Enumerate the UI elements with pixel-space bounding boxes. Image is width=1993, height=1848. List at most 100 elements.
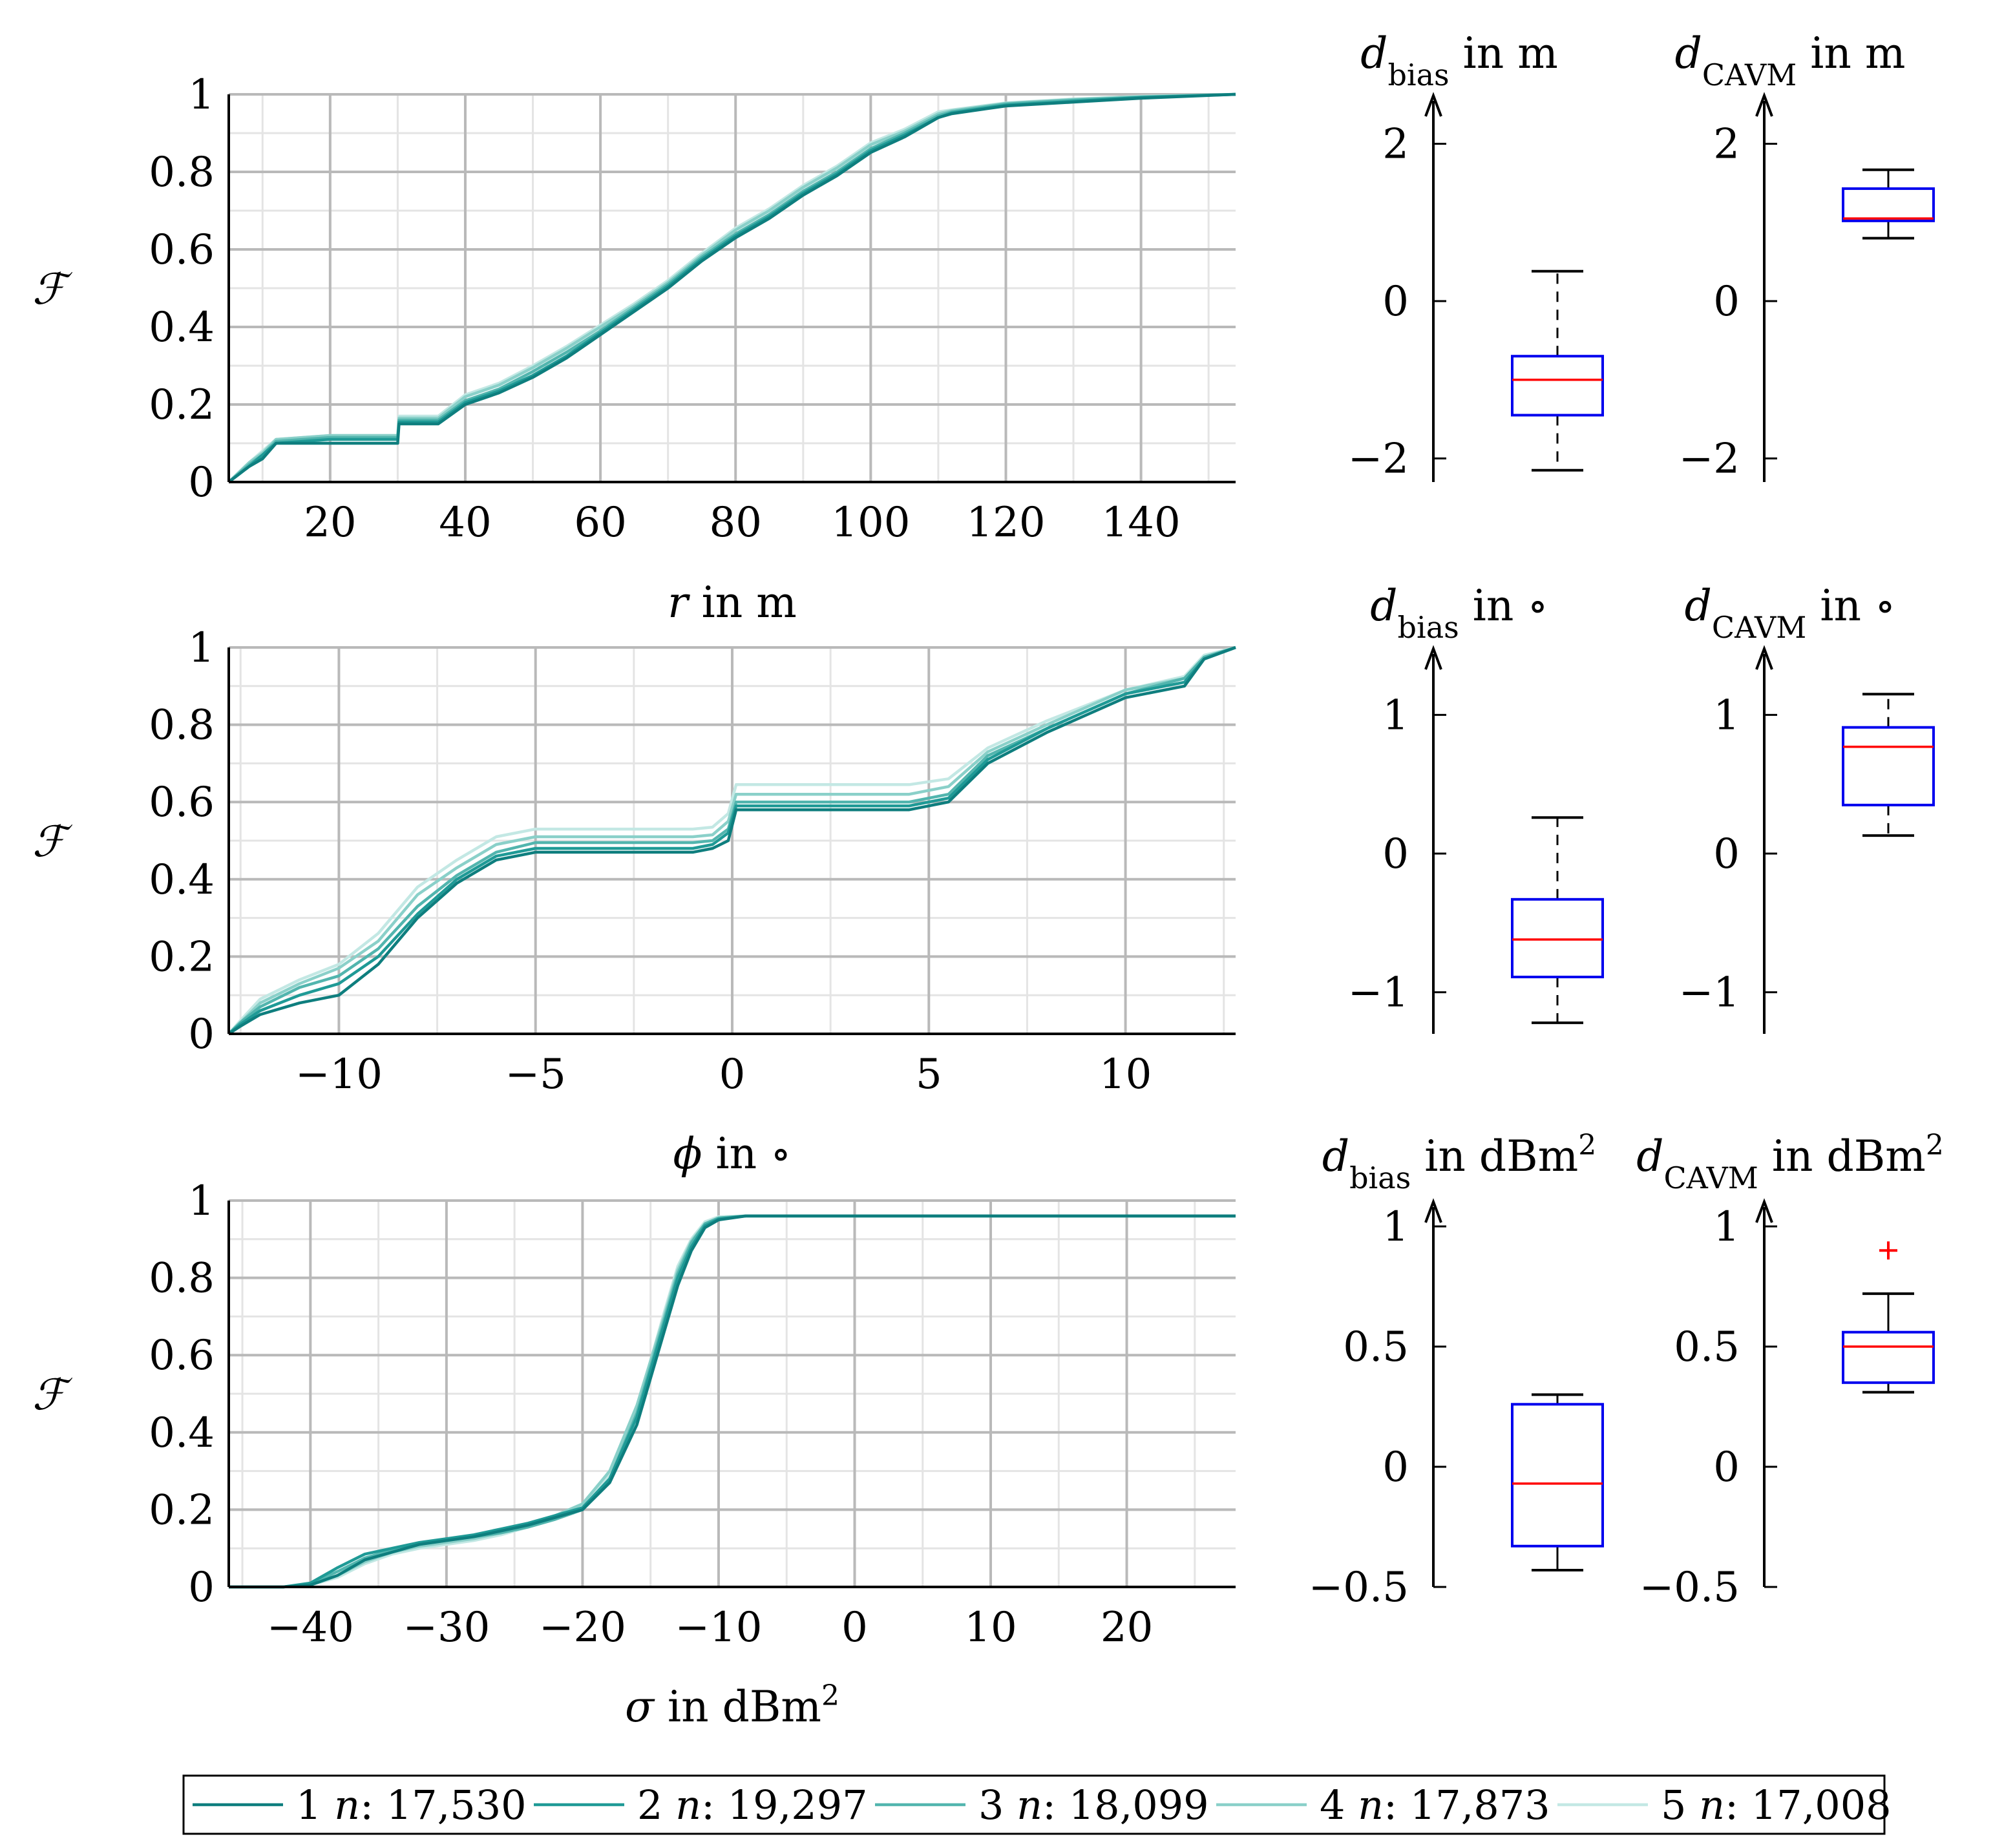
series-line-5 [227, 646, 1236, 1035]
y-tick-label: 1 [1713, 1203, 1740, 1251]
y-tick-label: −2 [1348, 435, 1409, 483]
x-axis-label: σ in dBm2 [625, 1679, 839, 1732]
boxplot-title-unit: in ∘ [1806, 581, 1895, 631]
legend: 1 n: 17,530 2 n: 19,297 3 n: 18,099 4 n: 17… [182, 1774, 1892, 1835]
boxplot-title: dbias in ∘ [1370, 581, 1548, 645]
y-axis-label: ℱ [32, 264, 73, 314]
legend-label-count: : 17,530 [360, 1781, 527, 1829]
y-tick-label: 1 [188, 71, 215, 119]
y-tick-label: 0.2 [149, 1486, 215, 1534]
iqr-box [1511, 1403, 1604, 1548]
boxplot-title-unit: in m [1450, 28, 1558, 78]
legend-label: 2 n: 19,297 [637, 1781, 868, 1829]
x-tick-label: −5 [505, 1051, 566, 1098]
x-tick-label: −20 [539, 1604, 626, 1652]
boxplot-box-sigma-cavm: −0.5 0 0.5 1 dCAVM in dBm2 [1636, 1129, 1944, 1612]
series-line-3 [229, 1214, 1236, 1589]
boxplot-title: dbias in m [1360, 28, 1558, 92]
x-tick-label: 40 [439, 499, 491, 547]
y-tick-label: 2 [1382, 121, 1409, 169]
legend-entry-2: 2 n: 19,297 [534, 1781, 868, 1829]
y-axis-arrow-icon [1755, 1198, 1773, 1223]
boxplot-title-var: d [1370, 581, 1397, 631]
y-tick-label: 0.8 [149, 149, 215, 196]
iqr-box [1842, 726, 1935, 806]
y-tick-label: 0.8 [149, 702, 215, 750]
legend-label: 4 n: 17,873 [1320, 1781, 1550, 1829]
x-tick-label: 20 [304, 499, 356, 547]
boxplot-title-sub: CAVM [1712, 610, 1806, 645]
boxplot-title: dbias in dBm2 [1322, 1129, 1596, 1196]
y-tick-label: −0.5 [1309, 1564, 1409, 1612]
y-tick-label: 0 [188, 1011, 215, 1058]
legend-label-count: : 17,873 [1384, 1781, 1550, 1829]
y-tick-label: 0.5 [1343, 1323, 1409, 1371]
boxplot-title-unit: in ∘ [1459, 581, 1548, 631]
x-axis-label-sup: 2 [821, 1679, 839, 1712]
legend-label-id: 2 [637, 1781, 675, 1829]
y-tick-label: 0.4 [149, 856, 215, 904]
iqr-box [1511, 898, 1604, 979]
x-tick-label: −40 [267, 1604, 354, 1652]
y-tick-label: 0 [1382, 1444, 1409, 1491]
x-axis-label: ϕ in ∘ [673, 1129, 792, 1179]
y-tick-label: 0 [188, 459, 215, 507]
x-tick-label: 10 [964, 1604, 1017, 1652]
y-tick-label: 0.6 [149, 226, 215, 274]
legend-entry-5: 5 n: 17,008 [1557, 1781, 1892, 1829]
x-tick-label: −30 [403, 1604, 490, 1652]
legend-label-count: : 19,297 [701, 1781, 868, 1829]
legend-label-var: n [1699, 1781, 1725, 1829]
series-line-4 [227, 92, 1236, 483]
y-tick-label: 0.2 [149, 933, 215, 981]
cdf-panel-cdf-r: 20 40 60 80 100 120 140 0 0.2 0.4 0.6 0.8 1 ℱr in m [32, 71, 1236, 627]
boxplot-title-var: d [1685, 581, 1712, 631]
y-tick-label: 1 [1382, 1203, 1409, 1251]
y-tick-label: 0 [1382, 830, 1409, 878]
boxplot-title-sub: CAVM [1702, 58, 1797, 92]
y-axis-arrow-icon [1424, 1198, 1442, 1223]
boxplot-title-var: d [1636, 1131, 1663, 1181]
iqr-box [1842, 1330, 1935, 1384]
boxplot-title-var: d [1322, 1131, 1349, 1181]
x-tick-label: 140 [1102, 499, 1181, 547]
legend-entry-1: 1 n: 17,530 [193, 1781, 527, 1829]
y-tick-label: 1 [188, 624, 215, 672]
x-tick-label: 0 [841, 1604, 868, 1652]
legend-label-var: n [675, 1781, 701, 1829]
y-tick-label: 0.2 [149, 381, 215, 429]
boxplot-box-r-bias: −2 0 2 dbias in m [1348, 28, 1604, 483]
x-tick-label: 0 [719, 1051, 746, 1098]
x-tick-label: 20 [1101, 1604, 1153, 1652]
y-axis-arrow-icon [1424, 645, 1442, 670]
y-axis-arrow-icon [1755, 645, 1773, 670]
series-line-2 [227, 646, 1236, 1035]
iqr-box [1842, 187, 1935, 222]
legend-label-count: : 18,099 [1042, 1781, 1209, 1829]
x-tick-label: 5 [916, 1051, 942, 1098]
y-tick-label: 0 [1713, 1444, 1740, 1491]
legend-label-var: n [334, 1781, 360, 1829]
y-tick-label: 0 [1713, 830, 1740, 878]
boxplot-title-sup: 2 [1926, 1129, 1944, 1162]
boxplot-title: dCAVM in m [1675, 28, 1906, 92]
y-axis-label: ℱ [32, 1370, 73, 1420]
boxplot-title-unit: in dBm [1758, 1131, 1926, 1181]
legend-label: 5 n: 17,008 [1661, 1781, 1892, 1829]
boxplot-title-unit: in dBm [1411, 1131, 1578, 1181]
boxplot-title: dCAVM in ∘ [1685, 581, 1896, 645]
legend-label: 3 n: 18,099 [978, 1781, 1209, 1829]
x-axis-label-var: r [668, 578, 690, 627]
y-tick-label: −0.5 [1640, 1564, 1740, 1612]
legend-label-var: n [1017, 1781, 1042, 1829]
legend-label-id: 4 [1320, 1781, 1358, 1829]
x-axis-label: r in m [668, 578, 797, 627]
series-line-5 [229, 1214, 1236, 1589]
x-tick-label: 10 [1099, 1051, 1152, 1098]
legend-label-id: 5 [1661, 1781, 1699, 1829]
y-tick-label: −1 [1679, 969, 1740, 1017]
y-tick-label: −1 [1348, 969, 1409, 1017]
